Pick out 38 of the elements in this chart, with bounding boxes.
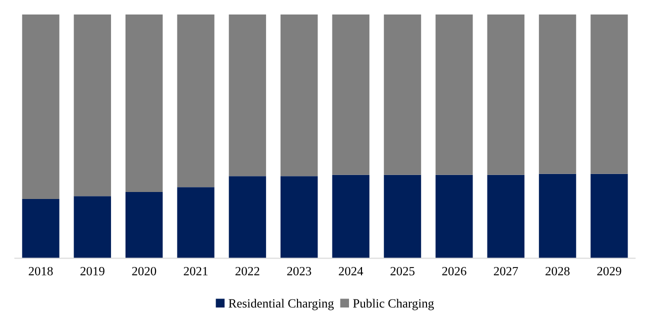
legend-label: Residential Charging [228, 298, 334, 310]
x-tick-label: 2023 [287, 266, 312, 276]
bar [590, 174, 628, 258]
bar [74, 196, 112, 258]
bar [280, 14, 318, 176]
legend-label: Public Charging [353, 298, 434, 310]
bar [177, 14, 214, 188]
bar [487, 14, 524, 175]
bar [436, 174, 473, 258]
x-tick-label: 2025 [390, 266, 414, 276]
x-tick-label: 2022 [236, 266, 260, 276]
bar [538, 14, 576, 174]
x-tick-label: 2028 [546, 266, 570, 276]
bar [74, 14, 112, 196]
bar [177, 187, 214, 258]
bar [228, 176, 266, 258]
bar [590, 14, 628, 174]
bar [332, 14, 370, 175]
bar [22, 199, 60, 258]
bar [384, 14, 422, 175]
bar [228, 14, 266, 176]
bar [384, 174, 422, 258]
x-tick-label: 2021 [184, 266, 208, 276]
bar [125, 192, 163, 258]
bar [538, 174, 576, 258]
x-tick-label: 2020 [132, 266, 156, 276]
x-tick-label: 2024 [338, 266, 364, 276]
bar [332, 174, 370, 258]
bar [22, 14, 60, 200]
x-tick-label: 2019 [80, 266, 104, 276]
x-tick-label: 2026 [442, 266, 466, 276]
x-tick-label: 2029 [597, 266, 622, 276]
bar [436, 14, 473, 175]
x-tick-label: 2027 [494, 266, 518, 276]
bar [487, 174, 524, 258]
bar [125, 14, 163, 192]
x-tick-label: 2018 [28, 266, 53, 276]
bar [280, 176, 318, 258]
